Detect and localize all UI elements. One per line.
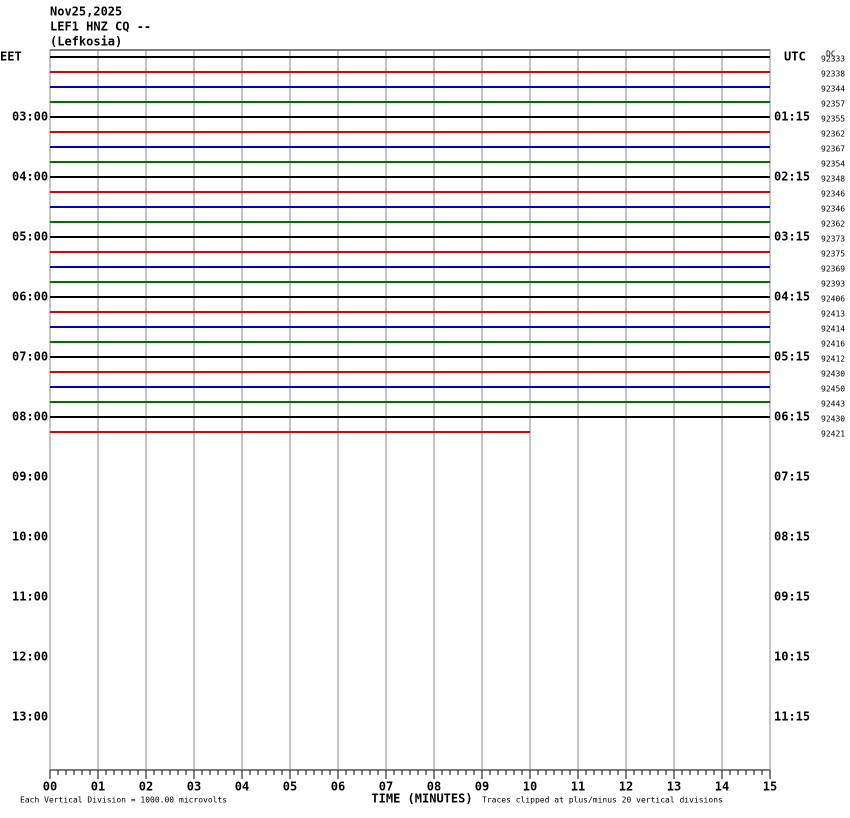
x-tick-label: 05 xyxy=(283,780,297,794)
dc-value: 92346 xyxy=(821,205,845,214)
x-tick-label: 04 xyxy=(235,780,249,794)
x-tick-label: 00 xyxy=(43,780,57,794)
dc-value: 92369 xyxy=(821,265,845,274)
x-tick-label: 03 xyxy=(187,780,201,794)
dc-value: 92393 xyxy=(821,280,845,289)
left-axis-label: EET xyxy=(0,50,22,64)
dc-value: 92348 xyxy=(821,175,845,184)
x-tick-label: 14 xyxy=(715,780,729,794)
title-line: (Lefkosia) xyxy=(50,35,122,49)
title-line: Nov25,2025 xyxy=(50,5,122,19)
x-tick-label: 01 xyxy=(91,780,105,794)
utc-time-label: 08:15 xyxy=(774,530,810,544)
x-tick-label: 09 xyxy=(475,780,489,794)
title-line: LEF1 HNZ CQ -- xyxy=(50,20,151,34)
x-tick-label: 11 xyxy=(571,780,585,794)
local-time-label: 12:00 xyxy=(12,650,48,664)
x-tick-label: 02 xyxy=(139,780,153,794)
x-tick-label: 15 xyxy=(763,780,777,794)
dc-value: 92333 xyxy=(821,55,845,64)
x-tick-label: 06 xyxy=(331,780,345,794)
dc-value: 92344 xyxy=(821,85,845,94)
x-tick-label: 08 xyxy=(427,780,441,794)
x-tick-label: 12 xyxy=(619,780,633,794)
local-time-label: 03:00 xyxy=(12,110,48,124)
dc-value: 92362 xyxy=(821,130,845,139)
local-time-label: 06:00 xyxy=(12,290,48,304)
dc-value: 92430 xyxy=(821,370,845,379)
local-time-label: 05:00 xyxy=(12,230,48,244)
utc-time-label: 01:15 xyxy=(774,110,810,124)
utc-time-label: 02:15 xyxy=(774,170,810,184)
dc-value: 92362 xyxy=(821,220,845,229)
dc-value: 92413 xyxy=(821,310,845,319)
x-tick-label: 07 xyxy=(379,780,393,794)
dc-value: 92357 xyxy=(821,100,845,109)
utc-time-label: 11:15 xyxy=(774,710,810,724)
x-tick-label: 10 xyxy=(523,780,537,794)
dc-value: 92354 xyxy=(821,160,845,169)
scale-note: Each Vertical Division = 1000.00 microvo… xyxy=(20,796,227,805)
dc-value: 92338 xyxy=(821,70,845,79)
utc-time-label: 04:15 xyxy=(774,290,810,304)
utc-time-label: 10:15 xyxy=(774,650,810,664)
x-tick-label: 13 xyxy=(667,780,681,794)
dc-value: 92367 xyxy=(821,145,845,154)
dc-value: 92414 xyxy=(821,325,845,334)
dc-value: 92375 xyxy=(821,250,845,259)
dc-value: 92416 xyxy=(821,340,845,349)
utc-time-label: 03:15 xyxy=(774,230,810,244)
x-axis-label: TIME (MINUTES) xyxy=(371,792,472,806)
utc-time-label: 06:15 xyxy=(774,410,810,424)
utc-time-label: 09:15 xyxy=(774,590,810,604)
local-time-label: 11:00 xyxy=(12,590,48,604)
clip-note: Traces clipped at plus/minus 20 vertical… xyxy=(482,796,723,805)
dc-value: 92450 xyxy=(821,385,845,394)
dc-value: 92421 xyxy=(821,430,845,439)
dc-value: 92443 xyxy=(821,400,845,409)
local-time-label: 07:00 xyxy=(12,350,48,364)
right-axis-label: UTC xyxy=(784,50,806,64)
local-time-label: 08:00 xyxy=(12,410,48,424)
local-time-label: 04:00 xyxy=(12,170,48,184)
plot-frame xyxy=(49,49,771,771)
local-time-label: 13:00 xyxy=(12,710,48,724)
dc-value: 92406 xyxy=(821,295,845,304)
dc-value: 92412 xyxy=(821,355,845,364)
utc-time-label: 05:15 xyxy=(774,350,810,364)
dc-value: 92430 xyxy=(821,415,845,424)
local-time-label: 09:00 xyxy=(12,470,48,484)
utc-time-label: 07:15 xyxy=(774,470,810,484)
dc-value: 92346 xyxy=(821,190,845,199)
dc-value: 92373 xyxy=(821,235,845,244)
dc-value: 92355 xyxy=(821,115,845,124)
dc-header: DC xyxy=(826,50,836,59)
local-time-label: 10:00 xyxy=(12,530,48,544)
